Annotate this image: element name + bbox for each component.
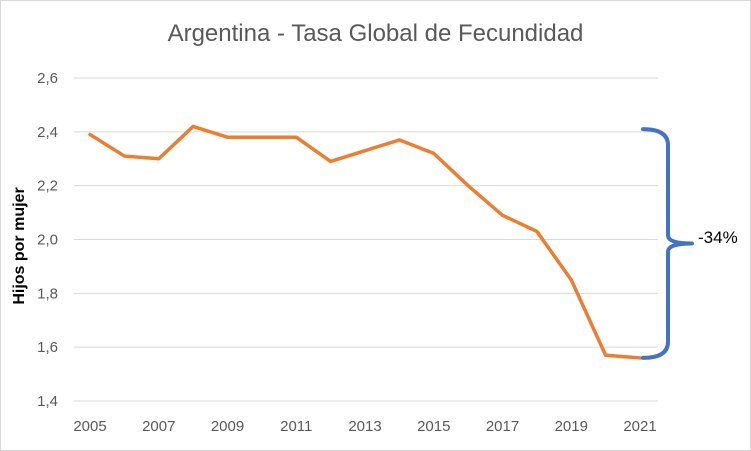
y-tick-label: 2,0 — [37, 232, 58, 249]
chart-title: Argentina - Tasa Global de Fecundidad — [167, 20, 584, 47]
x-tick-label: 2015 — [417, 418, 450, 435]
y-tick-label: 1,6 — [37, 339, 58, 356]
x-tick-labels: 2005 2007 2009 2011 2013 2015 2017 2019 2021 — [73, 418, 656, 435]
x-tick-label: 2017 — [486, 418, 519, 435]
series-line — [88, 124, 642, 360]
gridlines — [74, 77, 658, 402]
x-tick-label: 2011 — [280, 418, 312, 435]
y-tick-label: 1,4 — [37, 393, 58, 410]
x-tick-label: 2019 — [555, 418, 588, 435]
y-tick-label: 1,8 — [37, 285, 58, 302]
curly-bracket — [641, 127, 694, 360]
y-tick-label: 2,4 — [37, 124, 58, 141]
x-tick-label: 2007 — [142, 418, 175, 435]
y-tick-label: 2,2 — [37, 178, 58, 195]
y-tick-labels: 1,4 1,6 1,8 2,0 2,2 2,4 2,6 — [37, 70, 58, 410]
y-tick-label: 2,6 — [37, 70, 58, 87]
annotation-bracket — [641, 127, 694, 360]
series-group — [88, 124, 642, 360]
x-tick-label: 2009 — [211, 418, 244, 435]
x-tick-label: 2013 — [348, 418, 381, 435]
x-tick-label: 2021 — [623, 418, 656, 435]
annotation-label: -34% — [698, 228, 738, 247]
x-tick-label: 2005 — [73, 418, 106, 435]
